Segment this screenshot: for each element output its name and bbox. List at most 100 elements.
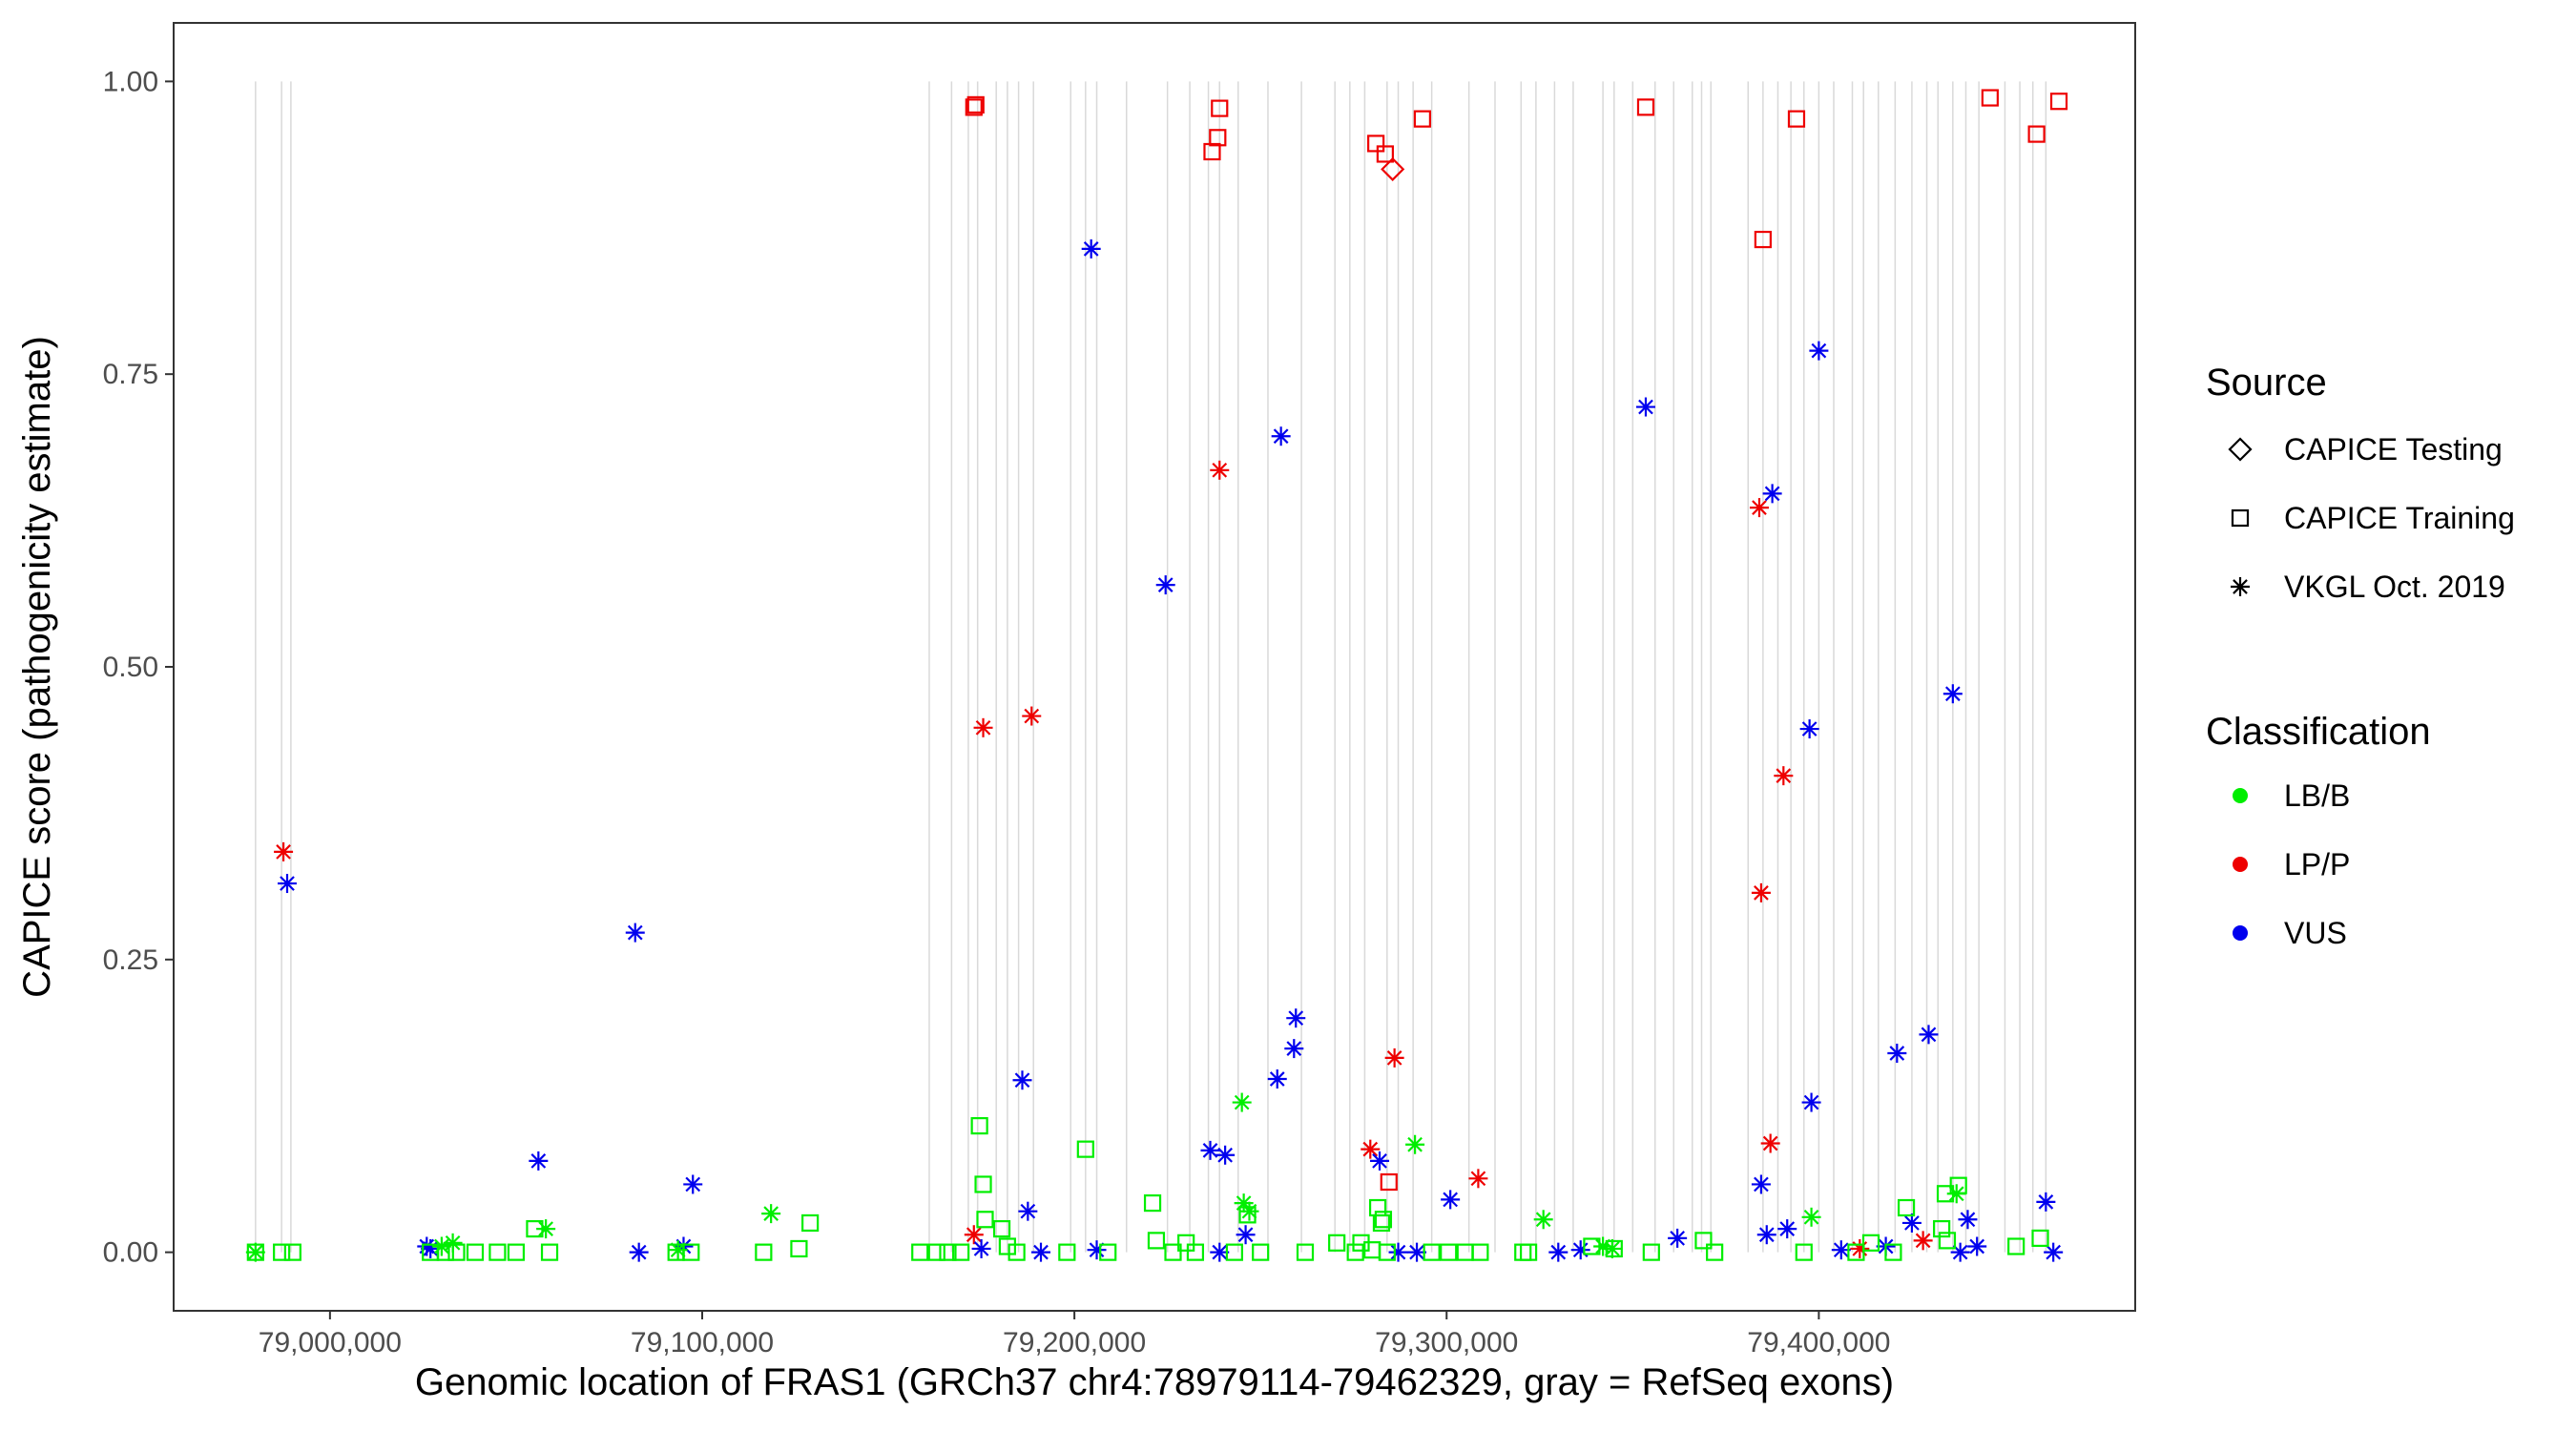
data-point: [1296, 1243, 1315, 1261]
legend-source-label: VKGL Oct. 2019: [2284, 570, 2505, 604]
data-point: [1346, 1243, 1364, 1261]
data-point: [952, 1243, 970, 1261]
legend-key-square: [2231, 508, 2250, 528]
data-point: [1958, 1210, 1978, 1230]
data-point: [1801, 1092, 1821, 1112]
data-point: [1143, 1193, 1162, 1213]
data-point: [1533, 1210, 1553, 1230]
data-point: [1370, 1151, 1390, 1171]
x-tick-label: 79,000,000: [259, 1327, 402, 1358]
legend-source-entry: CAPICE Training: [2231, 501, 2515, 535]
data-point: [1177, 1234, 1195, 1252]
data-point: [1751, 882, 1771, 902]
data-point: [2036, 1192, 2056, 1212]
data-point: [1774, 766, 1794, 786]
data-point: [283, 1243, 301, 1261]
y-tick-label: 0.50: [103, 652, 158, 683]
data-point: [1076, 1140, 1094, 1158]
x-axis-title: Genomic location of FRAS1 (GRCh37 chr4:7…: [415, 1361, 1894, 1403]
x-tick-label: 79,200,000: [1003, 1327, 1146, 1358]
legend-classification-title: Classification: [2206, 711, 2431, 753]
data-point: [1087, 1240, 1107, 1260]
data-point: [1749, 498, 1769, 518]
legend-source-entries: CAPICE Testing CAPICE Training VKGL Oct. 2…: [2228, 432, 2515, 604]
data-point: [1694, 1232, 1713, 1250]
data-point: [1081, 238, 1101, 259]
legend-source-title: Source: [2206, 362, 2327, 404]
data-point: [1967, 1236, 1987, 1256]
data-point: [964, 1225, 984, 1245]
data-point: [1949, 1176, 1967, 1194]
data-point: [1378, 1243, 1396, 1261]
data-point: [1200, 1140, 1220, 1160]
data-point: [1795, 1243, 1813, 1261]
legend: Source CAPICE Testing CAPICE Training VKGL…: [2206, 362, 2515, 950]
data-point: [976, 1211, 994, 1229]
legend-classification-entries: LB/B LP/P VUS: [2233, 778, 2350, 950]
data-point: [1913, 1231, 1933, 1251]
data-point: [1471, 1243, 1489, 1261]
data-point: [1751, 1174, 1771, 1194]
data-point: [540, 1243, 559, 1261]
data-point: [1155, 575, 1175, 595]
data-point: [273, 1243, 291, 1261]
data-point: [529, 1151, 549, 1171]
legend-key-dot: [2233, 925, 2248, 941]
data-point: [1901, 1213, 1922, 1233]
y-axis: 0.00 0.25 0.50 0.75 1.00: [103, 66, 174, 1269]
data-point: [1164, 1243, 1182, 1261]
data-point: [1147, 1232, 1166, 1250]
x-tick-label: 79,100,000: [631, 1327, 774, 1358]
data-point: [1215, 1145, 1236, 1165]
data-point: [1668, 1228, 1688, 1248]
data-point: [1284, 1039, 1304, 1059]
data-point: [1361, 1139, 1381, 1159]
data-point: [1232, 1092, 1252, 1112]
data-point: [1519, 1243, 1538, 1261]
data-point: [507, 1243, 526, 1261]
data-point: [277, 874, 297, 894]
legend-source-entry: CAPICE Testing: [2228, 432, 2503, 467]
data-point: [1252, 1243, 1270, 1261]
legend-class-label: LB/B: [2284, 778, 2350, 813]
data-point: [1031, 1242, 1051, 1262]
y-axis-title: CAPICE score (pathogenicity estimate): [16, 336, 58, 998]
data-point: [274, 841, 294, 861]
legend-class-entry: VUS: [2233, 916, 2347, 950]
data-point: [1548, 1242, 1568, 1262]
data-point: [1760, 1133, 1780, 1153]
data-point: [1950, 1242, 1970, 1262]
data-point: [1384, 1047, 1404, 1068]
legend-key-dot: [2233, 857, 2248, 872]
data-point: [1642, 1243, 1660, 1261]
data-point: [629, 1242, 649, 1262]
legend-key-diamond: [2228, 437, 2253, 462]
legend-key-dot: [2233, 788, 2248, 803]
data-point: [1099, 1243, 1117, 1261]
data-point: [1267, 1069, 1287, 1089]
data-point: [1203, 142, 1221, 161]
legend-class-entry: LB/B: [2233, 778, 2350, 813]
legend-class-label: LP/P: [2284, 847, 2350, 881]
data-point: [1376, 145, 1394, 163]
data-point: [1413, 110, 1431, 128]
data-point: [1441, 1190, 1461, 1210]
data-point: [1583, 1237, 1601, 1255]
data-point: [1380, 1172, 1398, 1192]
data-point: [1762, 484, 1782, 504]
data-point: [1942, 684, 1963, 704]
legend-class-label: VUS: [2284, 916, 2347, 950]
data-point: [1018, 1201, 1038, 1221]
data-point: [966, 95, 985, 114]
y-tick-label: 0.25: [103, 944, 158, 976]
data-points: [245, 89, 2068, 1262]
data-point: [1756, 1225, 1776, 1245]
data-point: [466, 1243, 485, 1261]
data-point: [1210, 460, 1230, 480]
data-point: [761, 1204, 781, 1224]
data-point: [1861, 1234, 1880, 1252]
y-tick-label: 0.75: [103, 359, 158, 390]
data-point: [1897, 1198, 1916, 1217]
